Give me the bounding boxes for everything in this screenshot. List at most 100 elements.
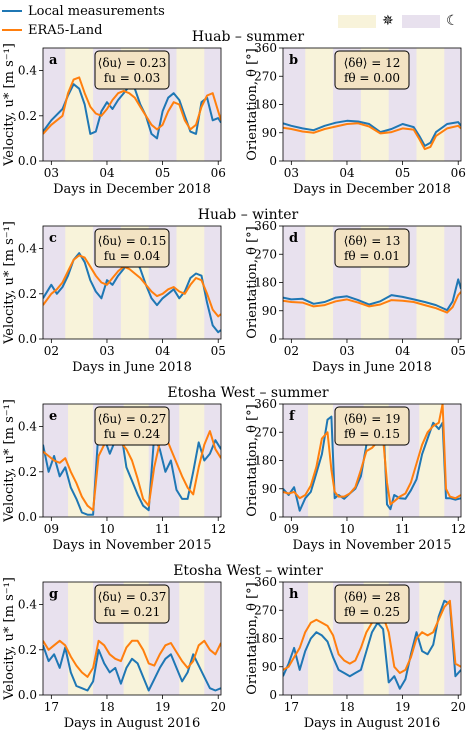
- series-line-local: [283, 599, 461, 690]
- series-group: [283, 278, 461, 314]
- panel-letter: d: [289, 231, 298, 246]
- series-line-era5: [43, 254, 221, 318]
- annotation-box: [94, 584, 170, 624]
- legend-label-era5: ERA5-Land: [28, 22, 103, 38]
- axes-frame: [42, 225, 222, 340]
- x-tick-label: 06: [211, 166, 226, 180]
- night-band-3: [444, 48, 461, 161]
- x-tick-label: 17: [44, 700, 59, 714]
- night-band-3: [204, 48, 221, 161]
- annotation-box: [334, 406, 410, 446]
- x-tick-label: 03: [284, 166, 299, 180]
- y-tick-label: 180: [254, 98, 277, 112]
- annotation-fraction: fu = 0.04: [104, 249, 161, 263]
- night-band-0: [283, 226, 306, 339]
- x-tick-label: 20: [451, 700, 466, 714]
- x-tick-label: 05: [155, 166, 170, 180]
- y-tick-label: 0: [269, 510, 277, 524]
- panel-letter: h: [289, 587, 299, 602]
- y-axis-label: Velocity, u* [m s⁻¹]: [2, 43, 17, 167]
- annotation-fraction: fθ = 0.01: [344, 249, 400, 263]
- x-tick-label: 11: [155, 522, 170, 536]
- series-line-era5: [43, 76, 221, 135]
- legend-line-local: [2, 10, 22, 12]
- x-tick-label: 04: [155, 344, 171, 358]
- day-key: ✵: [338, 14, 394, 28]
- y-tick-label: 0.4: [18, 598, 37, 612]
- panel-letter: e: [49, 409, 57, 424]
- y-axis-label: Orientation, θ [°]: [245, 404, 260, 517]
- y-tick-label: 0.4: [18, 242, 37, 256]
- legend-line-era5: [2, 29, 22, 31]
- x-tick-label: 04: [339, 166, 355, 180]
- annotation-box: [94, 50, 170, 90]
- series-line-era5: [283, 291, 461, 314]
- annotation-fraction: fu = 0.03: [104, 71, 161, 85]
- moon-icon: ☾: [446, 13, 459, 29]
- y-tick-label: 360: [254, 219, 277, 233]
- x-axis-label: Days in August 2016: [64, 716, 201, 730]
- x-tick-label: 10: [99, 522, 114, 536]
- series-line-local: [43, 83, 221, 140]
- x-axis-label: Days in November 2015: [53, 538, 212, 553]
- x-tick-label: 06: [451, 166, 466, 180]
- y-tick-label: 270: [254, 603, 277, 617]
- x-axis-label: Days in November 2015: [293, 538, 452, 553]
- y-tick-label: 90: [262, 126, 277, 140]
- series-group: [43, 639, 221, 692]
- panel-c: 02 03 04 05 0.0 0.2 0.4 Days in June 2018 Veloci…: [2, 221, 226, 375]
- y-tick-label: 180: [254, 454, 277, 468]
- y-tick-label: 0.0: [18, 154, 37, 168]
- y-axis-label: Velocity, u* [m s⁻¹]: [2, 399, 17, 523]
- series-group: [283, 119, 461, 151]
- axes-frame: [42, 581, 222, 696]
- panel-letter: g: [49, 587, 58, 602]
- panel-f: 09 10 11 12 0 90 180 270 360 Days in November 201…: [245, 397, 466, 553]
- y-axis-label: Velocity, u* [m s⁻¹]: [2, 577, 17, 701]
- annotation-fraction: fu = 0.24: [104, 427, 161, 441]
- y-tick-label: 90: [262, 304, 277, 318]
- series-line-era5: [43, 430, 221, 512]
- x-tick-label: 19: [155, 700, 170, 714]
- y-tick-label: 0: [269, 332, 277, 346]
- panel-letter: c: [49, 231, 57, 246]
- x-axis-label: Days in August 2016: [304, 716, 441, 730]
- sun-icon: ✵: [382, 13, 394, 29]
- night-band-3: [204, 582, 221, 695]
- annotation-mean: ⟨δu⟩ = 0.15: [98, 234, 167, 248]
- series-line-local: [283, 119, 461, 147]
- series-line-local: [283, 278, 461, 312]
- series-line-era5: [283, 122, 461, 151]
- annotation-fraction: fu = 0.21: [104, 605, 161, 619]
- legend-item-local: Local measurements: [2, 2, 165, 20]
- y-tick-label: 0.2: [18, 643, 37, 657]
- row-titles: Huab – summer Huab – winter Etosha West …: [167, 29, 329, 579]
- y-axis-label: Orientation, θ [°]: [245, 226, 260, 339]
- series-group: [43, 427, 221, 516]
- annotation-mean: ⟨δu⟩ = 0.23: [98, 56, 167, 70]
- y-tick-label: 0.4: [18, 64, 37, 78]
- x-tick-label: 05: [395, 166, 410, 180]
- y-tick-label: 0: [269, 154, 277, 168]
- panel-h: 17 18 19 20 0 90 180 270 360 Days in August 2016 O…: [245, 575, 466, 730]
- annotation-box: [334, 228, 410, 268]
- night-band-3: [204, 404, 221, 517]
- row-title-3: Etosha West – winter: [173, 563, 323, 579]
- x-tick-label: 05: [211, 344, 226, 358]
- panel-letter: b: [289, 53, 298, 68]
- night-band-0: [283, 404, 309, 517]
- night-band-0: [43, 582, 69, 695]
- axes-frame: [42, 47, 222, 162]
- x-tick-label: 12: [451, 522, 466, 536]
- y-tick-label: 0.2: [18, 287, 37, 301]
- night-swatch: [402, 14, 440, 28]
- night-band-3: [444, 404, 461, 517]
- row-title-1: Huab – winter: [198, 207, 299, 223]
- night-key: ☾: [402, 14, 459, 28]
- x-tick-label: 05: [451, 344, 466, 358]
- x-tick-label: 18: [99, 700, 114, 714]
- annotation-mean: ⟨δθ⟩ = 13: [344, 234, 401, 248]
- y-tick-label: 270: [254, 247, 277, 261]
- y-tick-label: 360: [254, 397, 277, 411]
- night-band-0: [43, 226, 66, 339]
